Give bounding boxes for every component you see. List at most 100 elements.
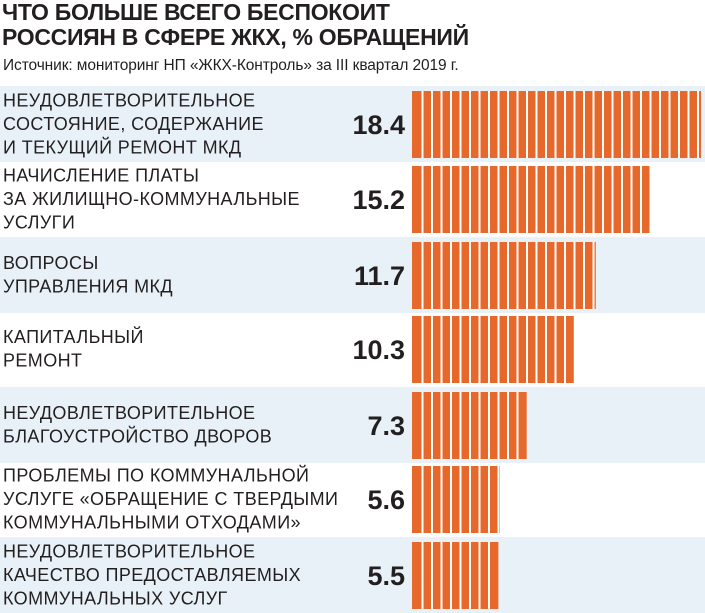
bar-stripe <box>488 91 490 158</box>
bar-stripe <box>459 91 462 158</box>
bar-stripe <box>602 166 604 233</box>
bar-stripe <box>497 242 500 309</box>
bar-stripe <box>668 91 671 158</box>
bar-stripe <box>440 542 443 609</box>
bar <box>412 316 574 383</box>
bar-stripe <box>592 91 595 158</box>
bar-stripe <box>469 542 471 609</box>
bar-stripe <box>583 91 585 158</box>
category-label-line: РЕМОНТ <box>3 351 82 371</box>
bar-stripe <box>573 242 576 309</box>
bar-stripe <box>497 466 500 533</box>
chart-title: ЧТО БОЛЬШЕ ВСЕГО БЕСПОКОИТ РОССИЯН В СФЕ… <box>2 0 702 50</box>
bar-stripe <box>478 466 481 533</box>
bar-stripe <box>649 91 652 158</box>
bar-stripe <box>488 242 490 309</box>
chart-title-line-2: РОССИЯН В СФЕРЕ ЖКХ, % ОБРАЩЕНИЙ <box>2 24 469 50</box>
bar-stripe <box>450 542 452 609</box>
category-label-line: УПРАВЛЕНИЯ МКД <box>3 277 173 297</box>
category-label: НЕУДОВЛЕТВОРИТЕЛЬНОЕ СОСТОЯНИЕ, СОДЕРЖАНИ… <box>3 90 264 157</box>
bar-stripe <box>630 91 633 158</box>
bar-stripe <box>697 91 699 158</box>
bar-stripe <box>516 166 519 233</box>
bar-stripe <box>573 91 576 158</box>
bar-stripe <box>450 166 452 233</box>
category-label-line: ВОПРОСЫ <box>3 253 99 273</box>
bar-stripe <box>421 392 424 459</box>
bar-stripe <box>488 166 490 233</box>
bar-stripe <box>459 242 462 309</box>
value-label: 7.3 <box>367 411 405 441</box>
row-band <box>0 237 705 313</box>
bar-stripe <box>535 242 538 309</box>
bar-stripe <box>431 466 433 533</box>
bar-stripe <box>507 166 509 233</box>
bar-stripe <box>554 316 557 383</box>
bar-stripe <box>421 466 424 533</box>
value-label: 15.2 <box>352 185 405 215</box>
row-band <box>0 537 705 613</box>
bar-stripe <box>450 242 452 309</box>
bar-stripe <box>431 392 433 459</box>
category-label-line: СОСТОЯНИЕ, СОДЕРЖАНИЕ <box>3 114 264 134</box>
bar-stripe <box>459 316 462 383</box>
bar-stripe <box>526 242 528 309</box>
bar-row: ВОПРОСЫ УПРАВЛЕНИЯ МКД 11.7 <box>0 237 705 313</box>
category-label: КАПИТАЛЬНЫЙ РЕМОНТ <box>3 326 144 371</box>
bar-stripe <box>488 542 490 609</box>
category-label-line: И ТЕКУЩИЙ РЕМОНТ МКД <box>3 136 241 157</box>
bar-stripe <box>440 242 443 309</box>
bar-row: КАПИТАЛЬНЫЙ РЕМОНТ 10.3 <box>3 316 574 383</box>
category-label: ВОПРОСЫ УПРАВЛЕНИЯ МКД <box>3 253 173 297</box>
bar-stripe <box>450 392 452 459</box>
bar-stripe <box>545 242 547 309</box>
bar-stripe <box>507 316 509 383</box>
bar-stripe <box>488 392 490 459</box>
bar-row: ПРОБЛЕМЫ ПО КОММУНАЛЬНОЙ УСЛУГЕ «ОБРАЩЕНИ… <box>3 464 500 533</box>
category-label: НЕУДОВЛЕТВОРИТЕЛЬНОЕ БЛАГОУСТРОЙСТВО ДВОР… <box>3 403 272 447</box>
category-label-line: УСЛУГЕ «ОБРАЩЕНИЕ С ТВЕРДЫМИ <box>3 489 338 509</box>
bar-stripe <box>516 392 519 459</box>
category-label-line: КОММУНАЛЬНЫХ УСЛУГ <box>3 588 228 608</box>
bar-stripe <box>526 316 528 383</box>
bar-stripe <box>440 466 443 533</box>
category-label: НЕУДОВЛЕТВОРИТЕЛЬНОЕ КАЧЕСТВО ПРЕДОСТАВЛЯ… <box>3 541 301 608</box>
bar-stripe <box>431 91 433 158</box>
bar-stripe <box>450 91 452 158</box>
bar-stripe <box>554 166 557 233</box>
category-label: НАЧИСЛЕНИЕ ПЛАТЫ ЗА ЖИЛИЩНО-КОММУНАЛЬНЫЕ У… <box>3 165 300 232</box>
bar-stripe <box>535 91 538 158</box>
category-label-line: КОММУНАЛЬНЫМИ ОТХОДАМИ» <box>3 512 301 532</box>
bar-stripe <box>469 91 471 158</box>
category-label-line: НЕУДОВЛЕТВОРИТЕЛЬНОЕ <box>3 541 255 561</box>
category-label-line: ПРОБЛЕМЫ ПО КОММУНАЛЬНОЙ <box>3 464 309 485</box>
bar-stripe <box>450 466 452 533</box>
bar-stripe <box>431 542 433 609</box>
bar-stripe <box>497 91 500 158</box>
bar-row: НЕУДОВЛЕТВОРИТЕЛЬНОЕ КАЧЕСТВО ПРЕДОСТАВЛЯ… <box>0 537 705 613</box>
bar-stripe <box>431 316 433 383</box>
bar-stripe <box>421 242 424 309</box>
bar-stripe <box>516 91 519 158</box>
bar-stripe <box>535 316 538 383</box>
bar-stripe <box>431 166 433 233</box>
bar-stripe <box>440 392 443 459</box>
bar-row: НАЧИСЛЕНИЕ ПЛАТЫ ЗА ЖИЛИЩНО-КОММУНАЛЬНЫЕ У… <box>3 165 652 233</box>
value-label: 18.4 <box>352 110 405 140</box>
bar-stripe <box>497 392 500 459</box>
bar-stripe <box>440 91 443 158</box>
value-label: 5.5 <box>367 561 405 591</box>
bar-row: НЕУДОВЛЕТВОРИТЕЛЬНОЕ СОСТОЯНИЕ, СОДЕРЖАНИ… <box>0 86 705 162</box>
bar-stripe <box>678 91 680 158</box>
bar-stripe <box>469 166 471 233</box>
bar-stripe <box>421 316 424 383</box>
bar-stripe <box>545 91 547 158</box>
bar-stripe <box>478 316 481 383</box>
bar-stripe <box>478 542 481 609</box>
bar-stripe <box>592 242 595 309</box>
category-label-line: НЕУДОВЛЕТВОРИТЕЛЬНОЕ <box>3 403 255 423</box>
category-label: ПРОБЛЕМЫ ПО КОММУНАЛЬНОЙ УСЛУГЕ «ОБРАЩЕНИ… <box>3 464 338 532</box>
bar-stripe <box>469 242 471 309</box>
bar-stripe <box>545 316 547 383</box>
bar-stripe <box>611 91 614 158</box>
